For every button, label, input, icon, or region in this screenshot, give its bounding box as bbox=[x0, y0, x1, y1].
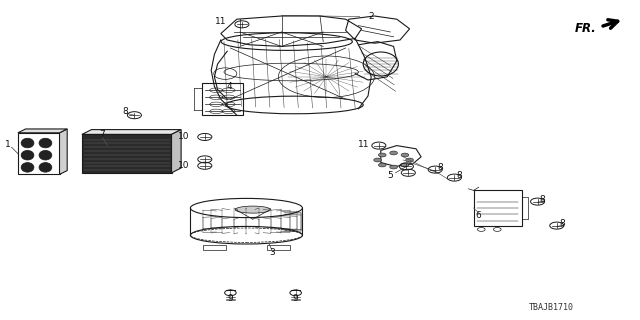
Bar bbox=[474, 190, 522, 226]
Text: 9: 9 bbox=[228, 294, 233, 303]
Ellipse shape bbox=[39, 138, 52, 148]
Circle shape bbox=[401, 153, 409, 157]
Circle shape bbox=[390, 165, 397, 169]
Text: 8: 8 bbox=[540, 195, 545, 204]
Text: 9: 9 bbox=[293, 294, 298, 303]
Text: 7: 7 bbox=[100, 130, 105, 139]
Bar bbox=[522, 197, 528, 219]
Bar bbox=[202, 83, 243, 115]
Polygon shape bbox=[60, 129, 67, 174]
Circle shape bbox=[390, 151, 397, 155]
Polygon shape bbox=[172, 130, 181, 173]
Polygon shape bbox=[18, 129, 67, 133]
Circle shape bbox=[378, 153, 386, 157]
Text: FR.: FR. bbox=[575, 22, 596, 35]
Bar bbox=[203, 245, 226, 250]
Ellipse shape bbox=[39, 150, 52, 160]
Text: 11: 11 bbox=[215, 17, 227, 26]
Text: 2: 2 bbox=[369, 12, 374, 20]
Ellipse shape bbox=[21, 138, 34, 148]
Circle shape bbox=[378, 163, 386, 167]
Text: 3: 3 bbox=[269, 248, 275, 257]
Circle shape bbox=[401, 163, 409, 167]
Circle shape bbox=[406, 158, 413, 162]
Text: 8: 8 bbox=[438, 163, 443, 172]
Text: 4: 4 bbox=[227, 82, 232, 91]
Text: TBAJB1710: TBAJB1710 bbox=[529, 303, 574, 312]
Ellipse shape bbox=[39, 163, 52, 172]
Bar bbox=[267, 245, 290, 250]
Text: 8: 8 bbox=[559, 219, 564, 228]
Ellipse shape bbox=[21, 163, 34, 172]
Text: 8: 8 bbox=[457, 171, 462, 180]
Text: 11: 11 bbox=[358, 140, 370, 149]
Text: 5: 5 bbox=[388, 171, 393, 180]
Bar bbox=[18, 133, 60, 174]
Text: 10: 10 bbox=[178, 161, 189, 170]
Circle shape bbox=[374, 158, 381, 162]
Ellipse shape bbox=[21, 150, 34, 160]
Text: 8: 8 bbox=[123, 107, 128, 116]
Text: 6: 6 bbox=[476, 211, 481, 220]
Polygon shape bbox=[82, 130, 181, 134]
Bar bbox=[82, 134, 172, 173]
Text: 10: 10 bbox=[178, 132, 189, 141]
Text: 1: 1 bbox=[6, 140, 11, 149]
Ellipse shape bbox=[236, 206, 271, 213]
